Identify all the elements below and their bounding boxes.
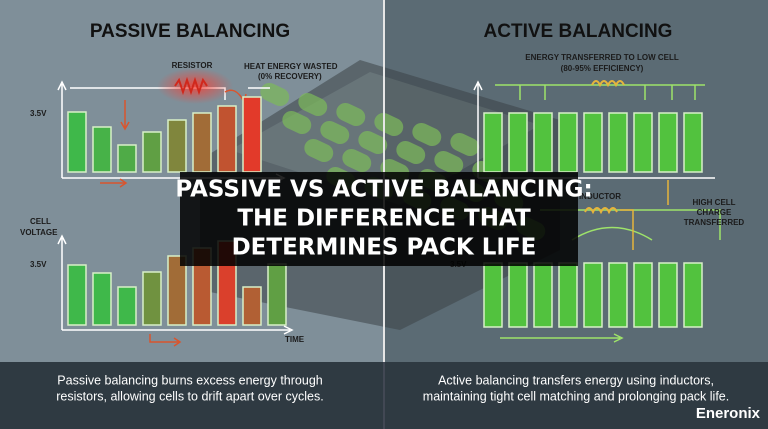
cell-bar <box>217 105 237 173</box>
transfer-label: (80-95% EFFICIENCY) <box>561 64 644 73</box>
cell-bar <box>142 271 162 326</box>
cell-bar <box>533 262 553 328</box>
cell-bar <box>117 144 137 173</box>
cell-bar <box>658 262 678 328</box>
voltage-label: 3.5V <box>30 109 47 118</box>
cell-bar <box>483 112 503 173</box>
transfer-label: ENERGY TRANSFERRED TO LOW CELL <box>525 53 679 62</box>
axis-label: CELL <box>30 217 51 226</box>
active-title: ACTIVE BALANCING <box>484 21 673 42</box>
headline: THE DIFFERENCE THAT <box>237 206 531 232</box>
cell-bar <box>167 255 187 326</box>
logo: Eneronix <box>696 405 761 422</box>
cell-bar <box>558 112 578 173</box>
cell-bar <box>608 112 628 173</box>
inductor-icon <box>584 207 618 215</box>
cell-bar <box>633 262 653 328</box>
headline: DETERMINES PACK LIFE <box>232 235 537 261</box>
resistor-label: RESISTOR <box>172 61 213 70</box>
high-cell-label: HIGH CELL <box>692 198 735 207</box>
caption: maintaining tight cell matching and prol… <box>423 389 729 403</box>
caption: resistors, allowing cells to drift apart… <box>56 389 323 403</box>
battery-cell <box>282 110 312 135</box>
battery-cell <box>396 140 426 165</box>
cell-bar <box>508 262 528 328</box>
battery-cell <box>342 148 372 173</box>
inductor-icon <box>591 80 625 88</box>
cell-bar <box>533 112 553 173</box>
heat-glow <box>157 68 233 104</box>
battery-cell <box>298 92 328 117</box>
cell-bar <box>242 96 262 173</box>
heat-label: HEAT ENERGY WASTED <box>244 62 338 71</box>
cell-bar <box>683 112 703 173</box>
resistor-icon <box>174 76 208 96</box>
inductor-label: INDUCTOR <box>579 192 621 201</box>
cell-bar <box>558 262 578 328</box>
heat-label: (0% RECOVERY) <box>258 72 322 81</box>
high-cell-label: TRANSFERRED <box>684 218 745 227</box>
battery-cell <box>358 130 388 155</box>
cell-bar <box>267 263 287 326</box>
battery-cell <box>434 150 464 175</box>
cell-bar <box>67 111 87 173</box>
high-cell-label: CHARGE <box>697 208 732 217</box>
time-label: TIME <box>285 335 305 344</box>
cell-bar <box>633 112 653 173</box>
cell-bar <box>242 286 262 326</box>
cell-bar <box>658 112 678 173</box>
cell-bar <box>167 119 187 173</box>
battery-cell <box>320 120 350 145</box>
cell-bars <box>67 96 703 328</box>
cell-bar <box>683 262 703 328</box>
cell-bar <box>508 112 528 173</box>
headline-box <box>180 172 578 266</box>
cell-bar <box>192 112 212 173</box>
cell-bar <box>92 126 112 173</box>
headline: PASSIVE VS ACTIVE BALANCING: <box>175 177 592 203</box>
voltage-label: 3.5V <box>30 260 47 269</box>
transfer-line <box>620 180 669 250</box>
battery-cell <box>304 138 334 163</box>
cell-bar <box>92 272 112 326</box>
cell-bar <box>117 286 137 326</box>
cell-bar <box>142 131 162 173</box>
axis-label: VOLTAGE <box>20 228 58 237</box>
cell-bar <box>608 262 628 328</box>
caption: Active balancing transfers energy using … <box>438 373 714 387</box>
battery-cell <box>336 102 366 127</box>
passive-title: PASSIVE BALANCING <box>90 21 290 42</box>
caption: Passive balancing burns excess energy th… <box>57 373 322 387</box>
battery-cell <box>374 112 404 137</box>
battery-cell <box>412 122 442 147</box>
cell-bar <box>67 264 87 326</box>
cell-bar <box>583 112 603 173</box>
battery-cell <box>450 132 480 157</box>
cell-bar <box>483 262 503 328</box>
cell-bar <box>583 262 603 328</box>
